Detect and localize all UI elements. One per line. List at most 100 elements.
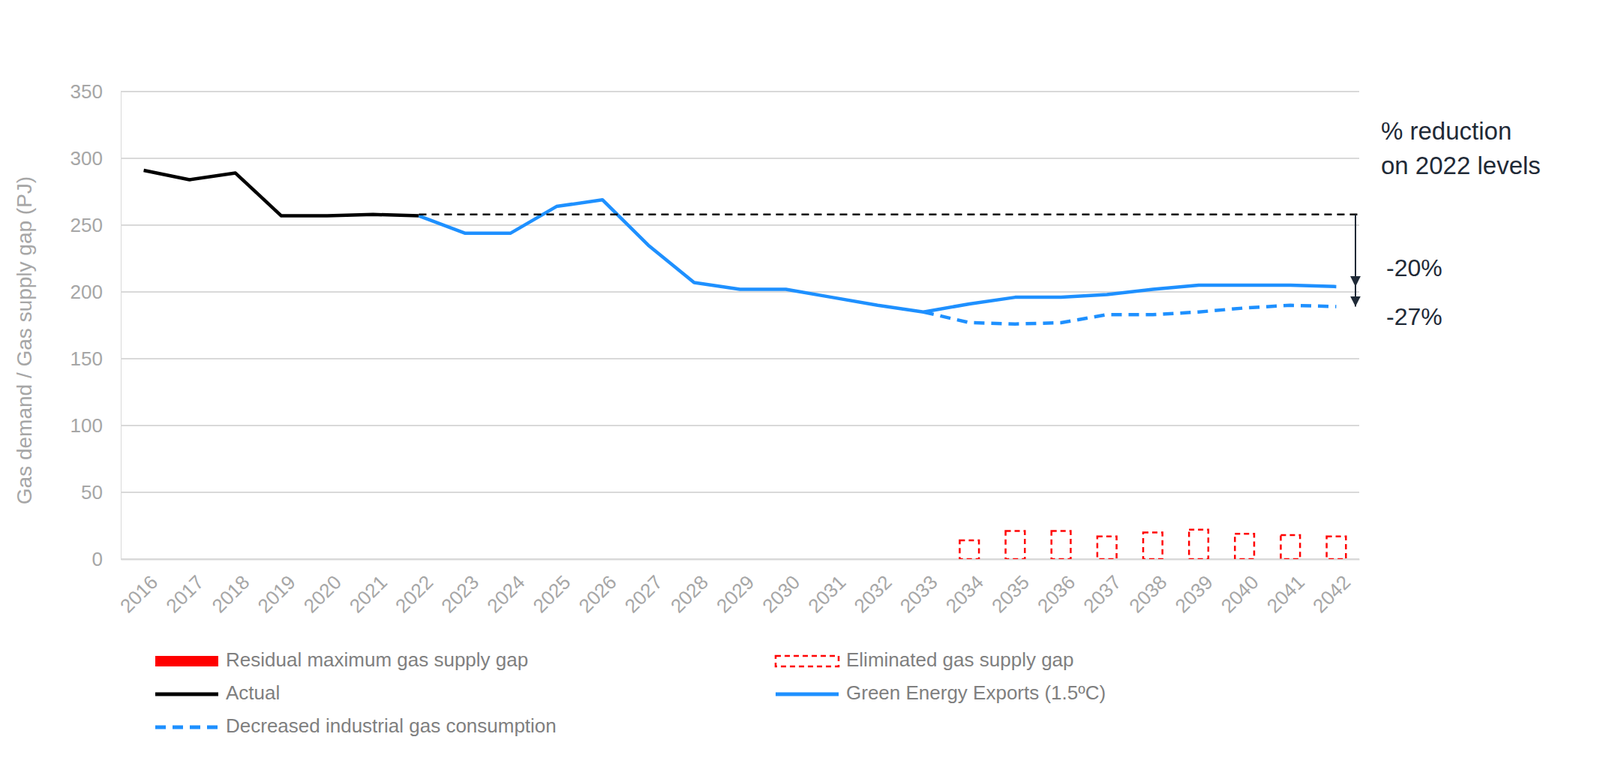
x-tick-label: 2020 — [299, 570, 346, 617]
bar — [1326, 536, 1347, 559]
y-tick-label: 0 — [92, 547, 103, 571]
x-tick-label: 2036 — [1032, 570, 1080, 617]
bar — [1005, 531, 1026, 559]
y-axis: 050100150200250300350 — [70, 80, 122, 571]
chart: 0501001502002503003502016201720182019202… — [0, 0, 1600, 782]
x-tick: 2030 — [757, 558, 805, 618]
legend-label: Eliminated gas supply gap — [846, 648, 1075, 671]
x-axis: 2016201720182019202020212022202320242025… — [115, 558, 1360, 618]
x-tick: 2033 — [895, 558, 943, 618]
grid-line — [120, 291, 1360, 293]
legend-swatch — [775, 692, 839, 697]
legend-item: Residual maximum gas supply gap — [155, 648, 529, 671]
bar — [1143, 531, 1163, 559]
grid-line — [120, 558, 1360, 560]
series-2 — [144, 170, 420, 217]
y-tick-label: 50 — [81, 480, 103, 504]
x-tick-label: 2023 — [436, 570, 484, 617]
line — [923, 305, 1336, 325]
x-tick-label: 2017 — [161, 570, 208, 617]
x-tick-label: 2026 — [574, 570, 622, 617]
grid-line — [120, 90, 1360, 93]
bar — [1234, 533, 1255, 559]
x-tick-label: 2030 — [757, 570, 805, 617]
plot-marks — [144, 170, 1347, 559]
annotations: % reductionon 2022 levels-20%-27% — [418, 117, 1540, 331]
series-1 — [959, 529, 1346, 559]
x-tick-label: 2032 — [849, 570, 897, 617]
x-tick: 2031 — [803, 558, 850, 618]
legend-swatch — [155, 692, 219, 697]
legend-item: Decreased industrial gas consumption — [155, 714, 557, 737]
legend: Residual maximum gas supply gap Eliminate… — [155, 648, 1106, 737]
x-tick: 2016 — [115, 558, 163, 618]
bar — [1188, 529, 1209, 559]
legend-item: Eliminated gas supply gap — [775, 648, 1075, 671]
x-tick: 2021 — [345, 558, 392, 618]
x-tick-label: 2033 — [895, 570, 943, 617]
x-tick-label: 2016 — [115, 570, 163, 617]
x-tick-label: 2038 — [1124, 570, 1171, 617]
line — [144, 170, 420, 217]
grid-line — [120, 224, 1360, 226]
x-tick: 2036 — [1032, 558, 1080, 618]
x-tick: 2035 — [987, 558, 1034, 618]
annotation-text: % reduction — [1380, 117, 1512, 145]
x-tick: 2025 — [528, 558, 575, 618]
legend-swatch — [775, 655, 839, 667]
x-tick-label: 2034 — [941, 570, 988, 617]
y-tick-label: 150 — [70, 347, 103, 370]
legend-label: Green Energy Exports (1.5ºC) — [846, 681, 1106, 704]
x-tick: 2024 — [482, 558, 529, 618]
x-tick: 2023 — [436, 558, 484, 618]
x-tick: 2038 — [1124, 558, 1171, 618]
y-tick: 250 — [70, 213, 121, 237]
x-tick-label: 2021 — [345, 570, 392, 617]
bar — [1280, 534, 1300, 559]
y-tick: 150 — [70, 347, 121, 370]
y-tick: 50 — [81, 480, 121, 504]
line — [418, 199, 1336, 313]
x-tick: 2026 — [574, 558, 622, 618]
x-tick-label: 2042 — [1308, 570, 1355, 617]
series-3 — [418, 199, 1336, 313]
legend-item: Actual — [155, 681, 280, 704]
x-tick: 2037 — [1078, 558, 1126, 618]
x-tick: 2039 — [1170, 558, 1218, 618]
x-axis-line — [121, 558, 1360, 561]
x-tick-label: 2024 — [482, 570, 529, 617]
legend-label: Actual — [225, 681, 280, 704]
baseline — [418, 213, 1360, 217]
reduction-label: -20% — [1386, 254, 1443, 282]
y-tick-label: 350 — [70, 80, 103, 103]
y-tick: 200 — [70, 280, 121, 304]
x-tick: 2034 — [941, 558, 988, 618]
x-tick-label: 2028 — [666, 570, 713, 617]
bar — [959, 540, 979, 559]
x-tick: 2029 — [711, 558, 759, 618]
x-tick-label: 2018 — [207, 570, 254, 617]
y-tick-label: 300 — [70, 147, 103, 170]
x-tick-label: 2040 — [1216, 570, 1264, 617]
x-tick-label: 2025 — [528, 570, 575, 617]
x-tick: 2040 — [1216, 558, 1264, 618]
legend-swatch — [155, 725, 219, 730]
grid-line — [120, 157, 1360, 160]
x-tick-label: 2031 — [803, 570, 850, 617]
x-tick: 2022 — [390, 558, 438, 618]
x-tick: 2020 — [299, 558, 346, 618]
bar — [1097, 536, 1117, 559]
bar — [1051, 531, 1072, 559]
x-tick-label: 2039 — [1170, 570, 1218, 617]
x-tick: 2042 — [1308, 558, 1355, 618]
x-tick-label: 2035 — [987, 570, 1034, 617]
y-tick-label: 200 — [70, 280, 103, 304]
x-tick: 2028 — [666, 558, 713, 618]
annotation-text: on 2022 levels — [1380, 151, 1541, 180]
grid-line — [120, 491, 1360, 493]
x-tick: 2027 — [620, 558, 667, 618]
legend-label: Decreased industrial gas consumption — [225, 714, 557, 737]
y-axis-line — [120, 92, 122, 560]
y-tick: 300 — [70, 147, 121, 170]
y-tick: 0 — [92, 547, 121, 571]
